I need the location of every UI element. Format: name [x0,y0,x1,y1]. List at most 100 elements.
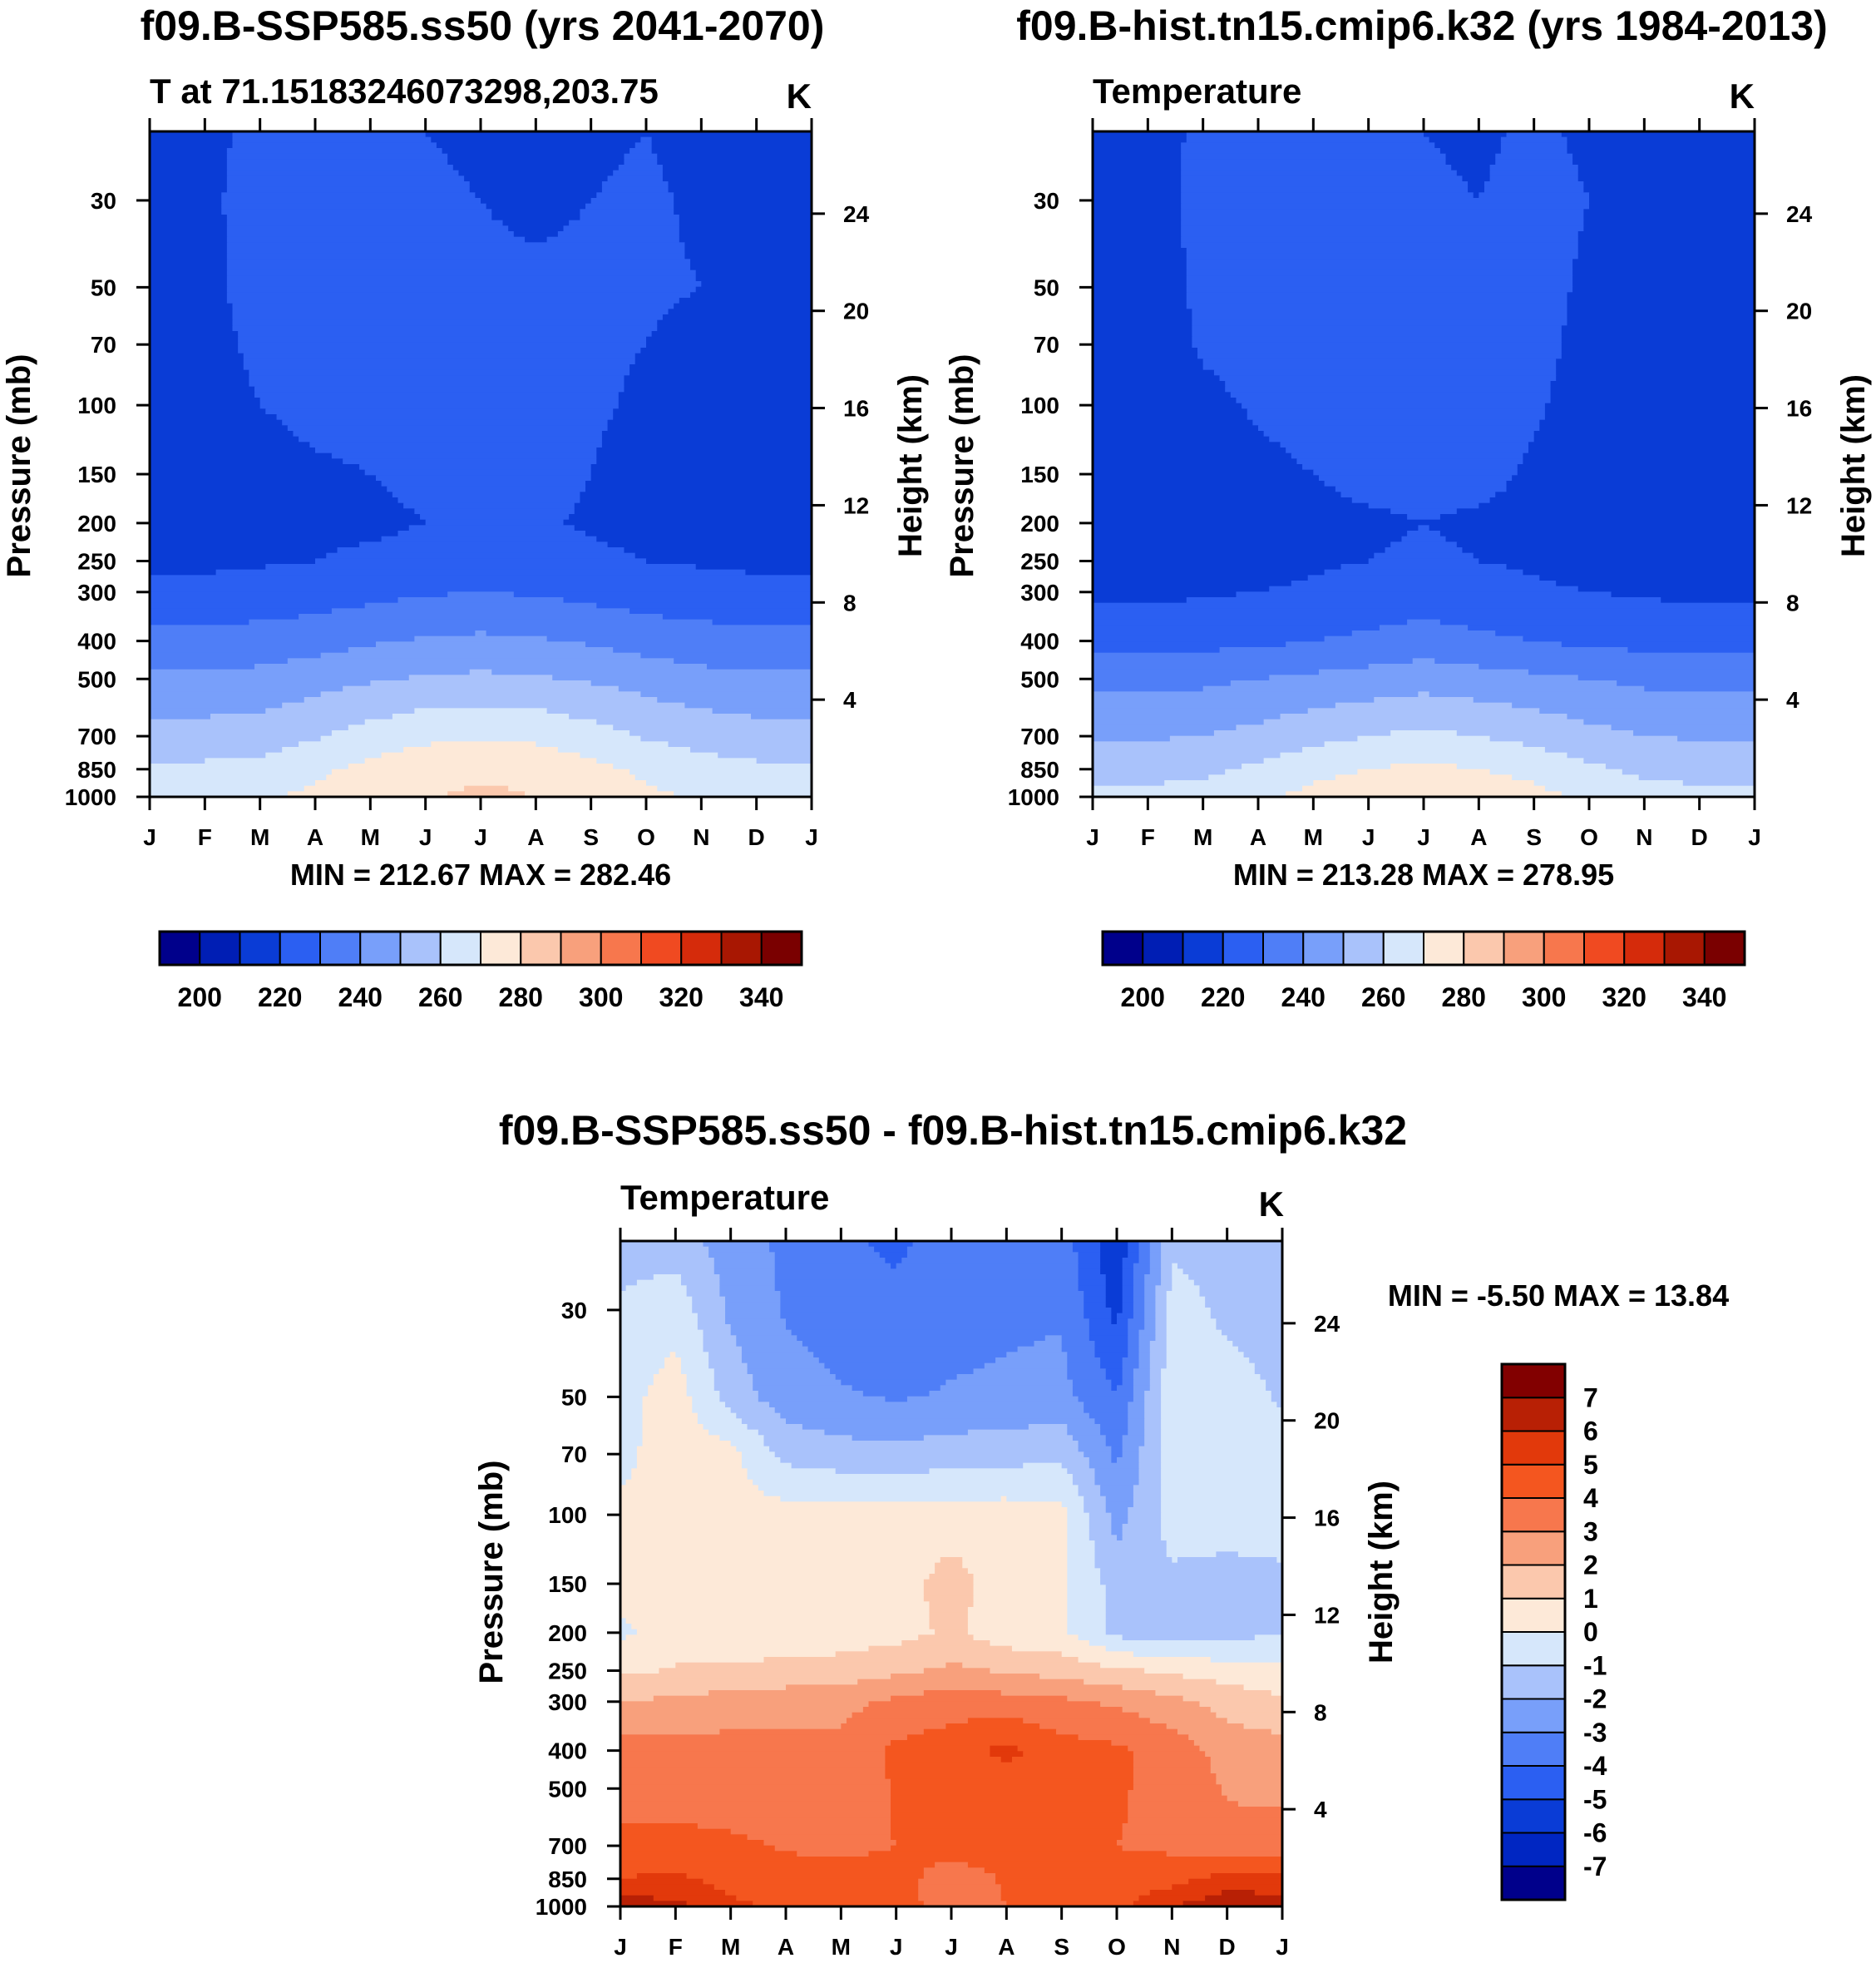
historical-contour-cell [1202,358,1557,365]
future-contour-cell [624,381,812,388]
future-contour-cell [414,508,575,515]
difference-contour-cell [1023,1462,1063,1469]
difference-contour-cell [1000,1895,1140,1901]
future-contour-cell [150,741,299,748]
future-contour-cell [259,398,620,404]
future-height-tick-label: 20 [843,299,869,324]
difference-contour-cell [1133,1396,1145,1402]
difference-contour-cell [1067,1574,1101,1580]
future-x-tick-label: M [361,824,380,850]
difference-contour-cell [1133,1784,1222,1791]
historical-contour-cell [1412,658,1435,665]
difference-contour-cell [929,1601,975,1608]
difference-contour-cell [642,1407,693,1414]
difference-contour-cell [1067,1524,1090,1530]
future-contour-cell [150,664,255,670]
future-height-tick-label: 4 [843,687,857,713]
historical-contour-cell [1340,492,1496,498]
historical-contour-cell [1093,408,1248,415]
difference-contour-cell [620,1801,891,1807]
future-contour-cell [690,292,812,299]
difference-contour-cell [891,1807,1128,1813]
difference-contour-cell [1155,1318,1168,1325]
difference-x-tick-label: O [1108,1934,1126,1960]
difference-contour-cell [1089,1524,1112,1530]
future-contour-cell [150,697,305,704]
future-contour-cell [442,148,630,155]
difference-contour-cell [1061,1651,1134,1658]
difference-contour-cell [1144,1291,1157,1298]
future-contour-cell [150,525,410,532]
difference-contour-cell [1111,1313,1118,1319]
difference-y-tick-label: 1000 [536,1894,587,1920]
future-contour-cell [150,298,228,304]
difference-contour-cell [891,1845,1123,1852]
future-colorbar-swatch [720,931,763,966]
difference-contour-cell [1089,1324,1128,1331]
difference-contour-cell [1227,1795,1283,1802]
panel-difference-units: K [1259,1184,1284,1224]
future-contour-cell [403,502,575,509]
difference-contour-cell [1128,1790,1222,1797]
future-contour-cell [150,220,228,226]
difference-contour-cell [1078,1634,1123,1641]
difference-contour-cell [891,1817,1128,1824]
difference-contour-cell [1161,1512,1283,1519]
historical-colorbar-label: 200 [1121,982,1165,1012]
historical-contour-cell [1093,475,1320,482]
historical-x-tick-label: S [1526,824,1542,850]
difference-contour-cell [1089,1640,1283,1647]
difference-contour-cell [1138,1446,1162,1452]
difference-contour-cell [1061,1501,1084,1508]
difference-contour-cell [747,1424,803,1431]
difference-contour-cell [1089,1529,1112,1535]
panel-difference-plot: J F M A M J J A S O N D J305070100150200250300400500… [536,1228,1340,1960]
difference-contour-cell [1149,1357,1168,1364]
future-contour-cell [343,458,597,465]
historical-contour-cell [1489,769,1623,775]
difference-contour-cell [1222,1790,1283,1797]
historical-contour-cell [1093,702,1336,709]
difference-contour-cell [620,1618,627,1624]
future-contour-cell [343,685,620,692]
difference-contour-cell [901,1640,991,1647]
future-contour-cell [563,225,680,232]
future-contour-cell [150,481,383,487]
difference-colorbar-frame [1500,1362,1567,1901]
historical-contour-cell [1093,514,1408,521]
historical-contour-cell [1093,764,1242,770]
difference-contour-cell [1161,1246,1283,1253]
difference-contour-cell [659,1368,682,1375]
historical-contour-cell [1192,309,1568,315]
future-contour-cell [403,747,559,754]
difference-contour-cell [1128,1807,1283,1813]
future-contour-cell [580,492,812,498]
historical-contour-cell [1561,325,1755,332]
historical-contour-cell [1644,685,1755,692]
historical-contour-cell [1506,131,1563,138]
difference-contour-cell [1006,1496,1084,1502]
difference-contour-cell [620,1601,931,1608]
historical-contour-cell [1093,236,1182,243]
future-contour-cell [150,381,249,388]
difference-contour-cell [1072,1379,1112,1386]
future-contour-cell [613,764,812,770]
difference-colorbar-label: -4 [1583,1751,1607,1781]
difference-contour-cell [1128,1745,1201,1752]
difference-contour-cell [1149,1718,1228,1724]
difference-contour-cell [625,1634,919,1641]
future-contour-cell [508,785,658,792]
future-contour-cell [574,502,812,509]
difference-contour-cell [1122,1845,1283,1852]
difference-contour-cell [620,1313,699,1319]
difference-contour-cell [774,1285,1079,1292]
difference-contour-cell [1111,1529,1123,1535]
difference-contour-cell [1155,1690,1272,1697]
difference-contour-cell [1128,1812,1283,1818]
historical-contour-cell [1374,697,1474,704]
difference-contour-cell [1078,1258,1101,1264]
difference-contour-cell [620,1379,654,1386]
difference-contour-cell [1067,1557,1096,1564]
difference-contour-cell [967,1607,1068,1614]
difference-contour-cell [1128,1246,1140,1253]
